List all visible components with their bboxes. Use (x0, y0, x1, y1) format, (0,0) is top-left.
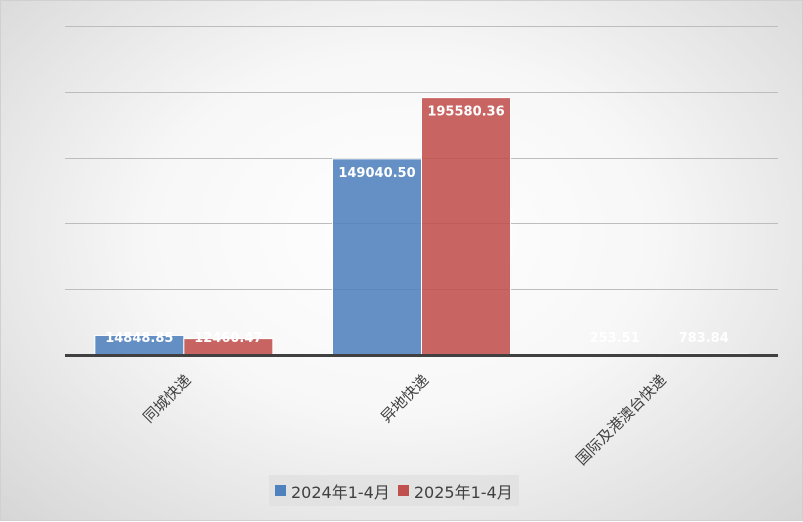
data-label-series-1-cat-3: 253.51 (590, 331, 640, 346)
category-label-3: 国际及港澳台快递 (572, 371, 670, 469)
data-label-series-1-cat-1: 14848.85 (105, 331, 173, 346)
category-labels: 同城快递 异地快递 国际及港澳台快递 (139, 371, 669, 469)
data-label-series-2-cat-2: 195580.36 (427, 105, 504, 120)
bars (95, 98, 748, 355)
legend-entry-series-2: 2025年1-4月 (398, 479, 513, 503)
bar-series-2-cat-2 (422, 98, 511, 355)
category-label-2: 异地快递 (377, 371, 432, 426)
data-label-series-1-cat-2: 149040.50 (338, 166, 415, 181)
legend-label-series-2: 2025年1-4月 (414, 479, 513, 503)
legend-swatch-series-1 (275, 485, 286, 496)
data-label-series-2-cat-1: 12460.47 (194, 331, 262, 346)
legend-swatch-series-2 (398, 485, 409, 496)
bar-series-1-cat-2 (333, 159, 422, 355)
data-label-series-2-cat-3: 783.84 (679, 331, 729, 346)
category-label-1: 同城快递 (139, 371, 194, 426)
legend: 2024年1-4月 2025年1-4月 (269, 475, 519, 506)
legend-entry-series-1: 2024年1-4月 (275, 479, 390, 503)
legend-label-series-1: 2024年1-4月 (291, 479, 390, 503)
